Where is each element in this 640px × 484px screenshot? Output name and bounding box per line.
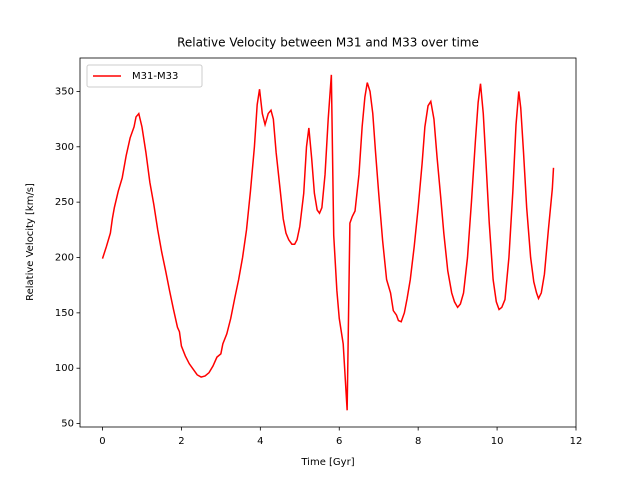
- y-tick-label: 200: [55, 253, 74, 264]
- legend-box: [86, 64, 203, 88]
- x-tick-label: 10: [491, 436, 504, 447]
- legend-label: M31-M33: [132, 71, 178, 82]
- x-tick-label: 8: [415, 436, 421, 447]
- plot-frame: [79, 57, 577, 428]
- y-tick-label: 250: [55, 197, 74, 208]
- y-tick-label: 150: [55, 308, 74, 319]
- y-tick-label: 350: [55, 86, 74, 97]
- x-tick-label: 12: [570, 436, 583, 447]
- chart-title: Relative Velocity between M31 and M33 ov…: [177, 36, 479, 50]
- y-tick-label: 100: [55, 363, 74, 374]
- y-tick-label: 300: [55, 142, 74, 153]
- x-tick-label: 4: [257, 436, 263, 447]
- y-axis-label: Relative Velocity [km/s]: [25, 183, 36, 301]
- x-tick-label: 0: [99, 436, 105, 447]
- x-tick-label: 2: [178, 436, 184, 447]
- x-tick-label: 6: [336, 436, 342, 447]
- data-line: [101, 74, 555, 411]
- y-tick-label: 50: [61, 419, 74, 430]
- x-axis-label: Time [Gyr]: [300, 457, 354, 468]
